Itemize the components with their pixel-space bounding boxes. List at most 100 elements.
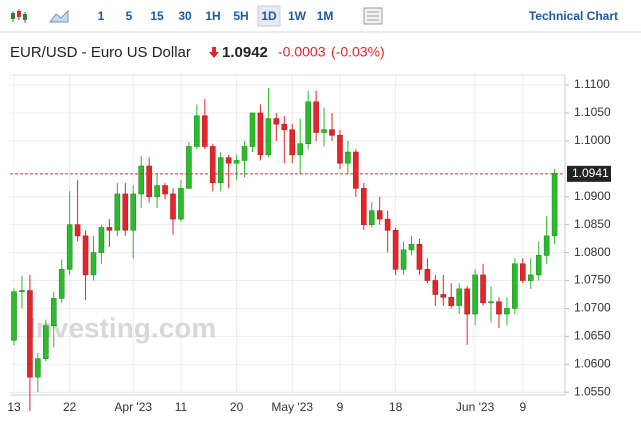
candle-body bbox=[504, 308, 510, 315]
candle-body bbox=[202, 115, 208, 147]
candle-body bbox=[162, 185, 168, 195]
candle-body bbox=[66, 224, 73, 270]
candle-body bbox=[519, 263, 526, 281]
candle-body bbox=[50, 298, 57, 327]
x-tick-label: 18 bbox=[389, 400, 403, 414]
candle-body bbox=[329, 129, 335, 136]
interval-button[interactable]: 1 bbox=[98, 9, 105, 23]
y-tick-label: 1.0650 bbox=[574, 329, 611, 343]
candle-body bbox=[432, 280, 439, 295]
y-tick-label: 1.1050 bbox=[574, 105, 611, 119]
candle-body bbox=[225, 157, 232, 164]
candle-body bbox=[146, 165, 152, 198]
x-tick-label: 9 bbox=[519, 400, 526, 414]
candle-body bbox=[122, 193, 129, 231]
area-type-button[interactable] bbox=[49, 9, 69, 23]
candle-body bbox=[527, 274, 534, 281]
interval-button[interactable]: 1M bbox=[317, 9, 334, 23]
candle-body bbox=[130, 193, 137, 231]
y-tick-label: 1.0800 bbox=[574, 245, 611, 259]
y-tick-label: 1.0550 bbox=[574, 384, 611, 398]
candle-body bbox=[273, 118, 280, 125]
active-interval-bg bbox=[257, 5, 281, 27]
candle-body bbox=[233, 160, 240, 164]
candle-body bbox=[551, 172, 558, 237]
interval-button[interactable]: 1H bbox=[205, 9, 220, 23]
candle-body bbox=[543, 235, 550, 256]
candle-body bbox=[186, 146, 192, 189]
candle-body bbox=[98, 227, 105, 253]
candle-body bbox=[488, 301, 494, 304]
candle-body bbox=[90, 252, 97, 276]
candle-body bbox=[464, 288, 470, 315]
x-tick-label: 11 bbox=[175, 400, 188, 414]
toolbar bbox=[0, 0, 641, 32]
candle-body bbox=[448, 296, 455, 306]
x-tick-label: 13 bbox=[7, 400, 21, 414]
technical-chart-link[interactable]: Technical Chart bbox=[529, 9, 618, 23]
candle-body bbox=[27, 290, 33, 378]
candle-body bbox=[281, 123, 288, 131]
y-tick-label: 1.0900 bbox=[574, 189, 611, 203]
candle-body bbox=[392, 229, 399, 270]
candle-body bbox=[58, 269, 65, 299]
candle-body bbox=[106, 227, 113, 231]
candle-body bbox=[35, 358, 41, 378]
candle-body bbox=[400, 249, 407, 270]
candle-body bbox=[313, 101, 319, 133]
candle-body bbox=[456, 288, 463, 306]
candle-body bbox=[345, 151, 351, 164]
candle-type-button[interactable] bbox=[11, 9, 27, 23]
x-tick-label: 22 bbox=[63, 400, 77, 414]
candle-body bbox=[209, 146, 216, 184]
watermark: Investing.com bbox=[28, 312, 216, 343]
candle-body bbox=[337, 135, 343, 164]
interval-button[interactable]: 15 bbox=[150, 9, 164, 23]
candle-body bbox=[480, 274, 486, 304]
candle-body bbox=[82, 235, 89, 276]
candle-body bbox=[241, 146, 248, 161]
x-tick-label: Jun '23 bbox=[456, 400, 495, 414]
y-tick-label: 1.0850 bbox=[574, 217, 611, 231]
change-percent: (-0.03%) bbox=[331, 44, 385, 60]
candle-body bbox=[440, 294, 447, 298]
table-button[interactable] bbox=[363, 7, 383, 25]
candle-body bbox=[472, 274, 478, 315]
candle-body bbox=[289, 129, 296, 156]
last-price-label: 1.0941 bbox=[572, 166, 609, 180]
candle-body bbox=[424, 269, 431, 281]
candle-body bbox=[257, 112, 264, 156]
price: 1.0942 bbox=[222, 44, 268, 61]
x-tick-label: 20 bbox=[230, 400, 244, 414]
interval-button[interactable]: 5 bbox=[126, 9, 133, 23]
down-arrow bbox=[209, 47, 219, 58]
last-price-box bbox=[567, 165, 611, 182]
interval-button[interactable]: 1W bbox=[288, 9, 307, 23]
candle-body bbox=[353, 151, 359, 189]
change: -0.0003 bbox=[278, 44, 326, 60]
x-tick-label: Apr '23 bbox=[114, 400, 152, 414]
instrument-title: EUR/USD - Euro US Dollar bbox=[10, 44, 191, 61]
candle-body bbox=[178, 188, 184, 220]
y-tick-label: 1.1100 bbox=[574, 77, 610, 91]
interval-button[interactable]: 1D bbox=[261, 9, 277, 23]
candle-body bbox=[19, 290, 25, 292]
candle-body bbox=[217, 157, 224, 184]
candle-body bbox=[384, 218, 391, 231]
y-tick-label: 1.0600 bbox=[574, 356, 611, 370]
candle-body bbox=[535, 255, 542, 276]
candle-body bbox=[11, 291, 17, 341]
candle-body bbox=[360, 188, 367, 225]
x-tick-label: May '23 bbox=[271, 400, 313, 414]
candle-body bbox=[194, 115, 200, 147]
interval-button[interactable]: 5H bbox=[233, 9, 248, 23]
candle-body bbox=[265, 118, 272, 156]
candle-body bbox=[376, 210, 383, 220]
interval-button[interactable]: 30 bbox=[178, 9, 192, 23]
y-tick-label: 1.0750 bbox=[574, 273, 611, 287]
candle-body bbox=[305, 101, 311, 144]
candle-body bbox=[368, 210, 375, 225]
candle-body bbox=[297, 143, 304, 156]
